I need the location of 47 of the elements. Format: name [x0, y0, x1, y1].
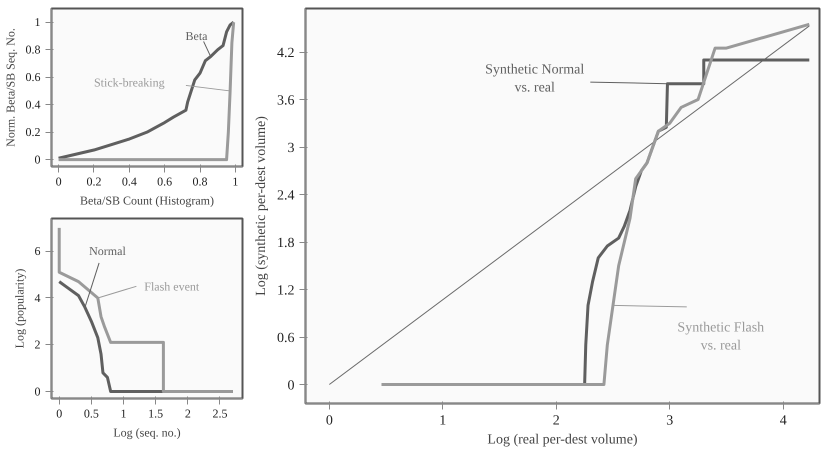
legend-label: Stick-breaking	[94, 76, 165, 90]
x-tick-label: 1.5	[148, 406, 164, 420]
x-tick-label: 0.6	[157, 174, 172, 188]
x-tick-label: 2	[184, 406, 191, 420]
x-tick-label: 0.2	[86, 174, 102, 188]
y-tick-label: 4.2	[277, 46, 294, 62]
y-tick-label: 1.8	[277, 236, 294, 252]
text: Synthetic Normal vs. real	[485, 62, 584, 96]
text: Normal	[89, 244, 126, 258]
y-tick-label: 2	[34, 338, 40, 352]
y-tick-label: 0.2	[26, 125, 40, 140]
y-tick-label: 0.6	[277, 331, 294, 346]
x-tick-label: 4	[780, 414, 787, 428]
x-tick-label: 0.4	[122, 174, 137, 188]
y-tick-label: 0.4	[26, 98, 40, 112]
y-tick-label: 3.6	[277, 94, 294, 109]
y-tick-label: 6	[34, 244, 40, 258]
x-tick-label: 1	[232, 174, 238, 188]
x-tick-label: 2	[552, 414, 560, 428]
series-label: Beta	[186, 28, 208, 43]
x-tick-label: 0.8	[192, 174, 208, 188]
text: Synthetic Flash vs. real	[677, 320, 764, 354]
x-axis-title: Beta/SB Count (Histogram)	[80, 194, 214, 208]
y-axis-title: Log (synthetic per-dest volume)	[254, 116, 269, 296]
y-tick-label: 2.4	[277, 188, 294, 204]
x-tick-label: 0	[326, 414, 333, 428]
y-tick-label: 1	[34, 15, 40, 30]
x-tick-label: 3	[666, 414, 674, 428]
x-tick-label: 0.5	[84, 406, 99, 420]
legend-label: Flash event	[144, 279, 200, 294]
x-tick-label: 0	[56, 406, 62, 420]
y-axis-title: Norm. Beta/SB Seq. No.	[4, 28, 18, 147]
y-tick-label: 0	[34, 384, 40, 398]
y-tick-label: 0	[34, 152, 40, 167]
y-axis-title: Log (popularity)	[12, 268, 26, 348]
y-tick-label: 0	[288, 378, 294, 394]
x-axis-title: Log (real per-dest volume)	[487, 432, 638, 448]
x-tick-label: 0	[56, 174, 62, 188]
x-tick-label: 2.5	[212, 406, 228, 420]
y-tick-label: 1.2	[277, 284, 294, 299]
y-tick-label: 4	[34, 290, 40, 305]
x-tick-label: 1	[439, 414, 446, 428]
x-tick-label: 1	[120, 406, 127, 420]
y-tick-label: 3	[288, 141, 294, 156]
x-axis-title: Log (seq. no.)	[113, 426, 181, 440]
y-tick-label: 0.6	[26, 70, 40, 84]
y-tick-label: 0.8	[26, 42, 40, 57]
